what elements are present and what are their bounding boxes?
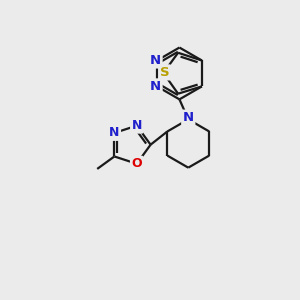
Text: N: N: [109, 126, 120, 140]
Text: N: N: [132, 119, 142, 132]
Text: S: S: [160, 66, 170, 79]
Text: N: N: [150, 54, 161, 67]
Text: O: O: [131, 157, 142, 170]
Text: N: N: [183, 111, 194, 124]
Text: N: N: [150, 80, 161, 93]
